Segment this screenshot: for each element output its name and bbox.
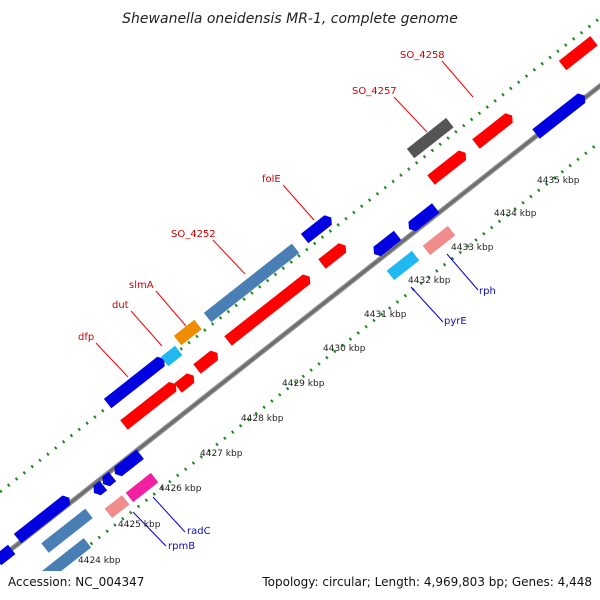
gene-blue-426-a[interactable] (90, 480, 108, 498)
gene-red-long[interactable] (224, 272, 313, 346)
gene-folE[interactable] (300, 213, 335, 244)
tick-label-4432: 4432 kbp (408, 276, 451, 286)
label-SO_4252: SO_4252 (171, 229, 216, 240)
gene-SO_4258[interactable] (558, 36, 598, 71)
gene-rph[interactable] (422, 225, 456, 256)
forward-strand-genes (0, 36, 598, 566)
map-title: Shewanella oneidensis MR-1, complete gen… (122, 11, 458, 27)
label-dut: dut (112, 300, 129, 311)
tick-label-4434: 4434 kbp (494, 209, 537, 219)
tick-label-4435: 4435 kbp (537, 176, 580, 186)
gene-pyrE[interactable] (386, 250, 420, 281)
tick-label-4430: 4430 kbp (323, 344, 366, 354)
gene-blue-bottom-left[interactable] (13, 493, 73, 544)
gene-blue-426-c[interactable] (111, 449, 144, 478)
tick-label-4426: 4426 kbp (159, 484, 202, 494)
accession-text: Accession: NC_004347 (8, 575, 144, 589)
label-SO_4257: SO_4257 (352, 86, 397, 97)
gene-red-small-2[interactable] (193, 348, 221, 374)
genome-summary-text: Topology: circular; Length: 4,969,803 bp… (261, 575, 592, 589)
gene-red-4257-adj[interactable] (427, 148, 469, 185)
label-slmA: slmA (129, 280, 154, 291)
tick-label-4425: 4425 kbp (118, 520, 161, 530)
tick-label-4428: 4428 kbp (241, 414, 284, 424)
gene-red-folE-adj[interactable] (318, 241, 349, 269)
bottom-gene-labels: rpmB radC pyrE rph (168, 286, 496, 552)
label-dfp: dfp (78, 332, 94, 343)
tick-label-4431: 4431 kbp (364, 310, 407, 320)
gene-rpmB[interactable] (104, 495, 130, 519)
label-folE: folE (262, 174, 281, 185)
label-SO_4258: SO_4258 (400, 50, 445, 61)
gene-dfp[interactable] (103, 354, 168, 409)
gene-SO_4257[interactable] (406, 117, 454, 159)
gene-SO_4252[interactable] (203, 243, 300, 323)
top-gene-labels: dfp dut slmA SO_4252 folE SO_4257 SO_425… (78, 50, 445, 343)
gene-dut[interactable] (160, 345, 183, 367)
gene-radC[interactable] (125, 472, 159, 503)
tick-label-4427: 4427 kbp (200, 449, 243, 459)
gene-red-428[interactable] (120, 379, 179, 430)
gene-steel-bottom-left[interactable] (41, 508, 93, 553)
tick-labels: 4424 kbp 4425 kbp 4426 kbp 4427 kbp 4428… (78, 176, 580, 566)
tick-label-4429: 4429 kbp (282, 379, 325, 389)
gene-blue-431[interactable] (370, 230, 402, 259)
label-radC: radC (187, 526, 211, 537)
top-label-leaders (95, 60, 474, 378)
gene-slmA[interactable] (173, 319, 202, 346)
gene-red-small-1[interactable] (174, 371, 197, 393)
upper-dotted-guide (0, 16, 600, 494)
genome-backbone (0, 82, 600, 562)
bottom-label-leaders (132, 253, 479, 547)
reverse-strand-genes (39, 203, 456, 583)
gene-blue-433[interactable] (405, 203, 440, 233)
gene-blue-426-b[interactable] (99, 471, 117, 489)
gene-blue-corner[interactable] (0, 544, 16, 566)
tick-label-4424: 4424 kbp (78, 556, 121, 566)
label-rph: rph (479, 286, 496, 297)
gene-red-4258-adj[interactable] (472, 111, 516, 149)
label-pyrE: pyrE (444, 316, 467, 327)
gene-blue-far-right[interactable] (532, 91, 588, 139)
footer-bar (0, 571, 600, 600)
tick-label-4433: 4433 kbp (451, 243, 494, 253)
label-rpmB: rpmB (168, 541, 195, 552)
